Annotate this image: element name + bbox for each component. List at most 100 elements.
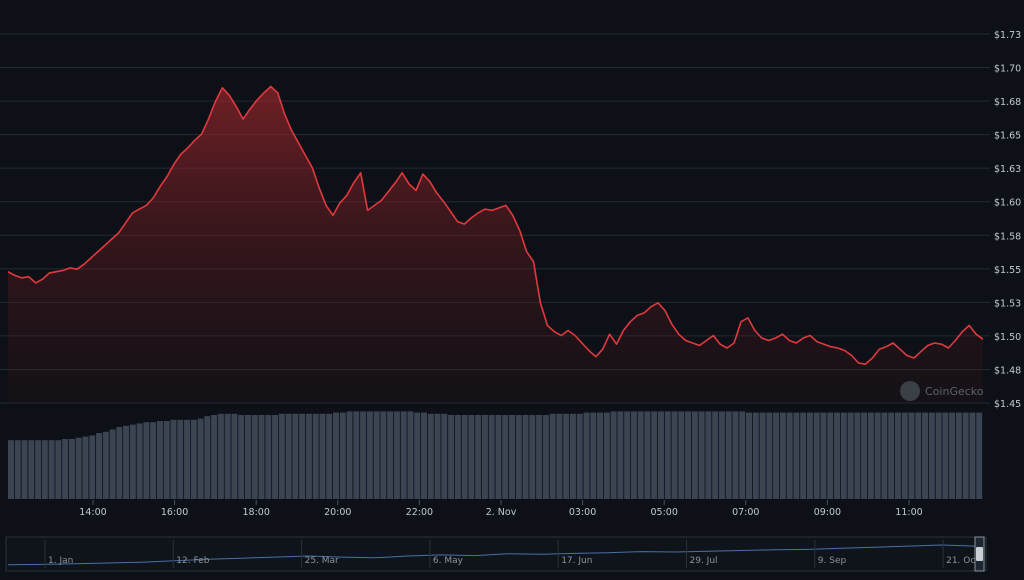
volume-bar (725, 411, 732, 499)
volume-bar (691, 411, 698, 499)
volume-bar (942, 412, 949, 499)
y-axis: $1.73 $1.70 $1.68 $1.65 $1.63 $1.60 $1.58 $1.55… (994, 30, 1021, 410)
volume-bar (488, 415, 495, 499)
volume-bar (163, 421, 170, 499)
volume-bar (569, 413, 576, 499)
volume-bar (712, 411, 719, 499)
volume-bar (353, 411, 360, 499)
volume-bar (637, 411, 644, 499)
volume-bar (231, 413, 238, 499)
volume-bar (251, 415, 258, 499)
volume-bar (150, 422, 157, 499)
volume-bar (448, 415, 455, 499)
y-tick-label: $1.48 (994, 365, 1021, 376)
volume-bar (949, 412, 956, 499)
price-area (7, 85, 984, 403)
volume-bar (393, 411, 400, 499)
volume-bar (272, 415, 279, 499)
navigator-handle[interactable] (976, 547, 983, 561)
volume-bar (732, 411, 739, 499)
volume-bar (610, 411, 617, 499)
volume-bar (752, 412, 759, 499)
volume-bar (779, 412, 786, 499)
y-tick-label: $1.58 (994, 231, 1021, 242)
volume-bar (116, 427, 123, 499)
volume-bar (387, 411, 394, 499)
volume-bar (123, 425, 130, 499)
volume-bar (549, 413, 556, 499)
y-tick-label: $1.55 (994, 265, 1021, 276)
volume-bar (305, 413, 312, 499)
volume-bar (773, 412, 780, 499)
volume-bar (969, 412, 976, 499)
volume-bar (265, 415, 272, 499)
x-tick-label: 2. Nov (486, 507, 517, 518)
volume-bar (915, 412, 922, 499)
volume-bar (955, 412, 962, 499)
coingecko-logo-icon (900, 381, 920, 401)
y-tick-label: $1.45 (994, 399, 1021, 410)
volume-bar (441, 413, 448, 499)
x-tick-label: 07:00 (732, 507, 759, 518)
volume-bar (278, 413, 285, 499)
navigator-label: 29. Jul (690, 556, 718, 566)
volume-bar (597, 412, 604, 499)
volume-bar (292, 413, 299, 499)
y-tick-label: $1.68 (994, 97, 1021, 108)
volume-bar (603, 412, 610, 499)
volume-bar (705, 411, 712, 499)
volume-bar (190, 419, 197, 499)
volume-bar (928, 412, 935, 499)
volume-bar (962, 412, 969, 499)
volume-bar (840, 412, 847, 499)
volume-bar (922, 412, 929, 499)
volume-bar (935, 412, 942, 499)
volume-bar (62, 439, 69, 499)
coingecko-watermark: CoinGecko (900, 381, 984, 401)
volume-bar (312, 413, 319, 499)
volume-bar (806, 412, 813, 499)
navigator-label: 1. Jan (48, 556, 73, 566)
volume-bar (800, 412, 807, 499)
volume-bar (434, 413, 441, 499)
volume-bar (563, 413, 570, 499)
volume-bar (495, 415, 502, 499)
volume-bar (333, 412, 339, 499)
volume-bar (867, 412, 874, 499)
navigator-line (7, 544, 976, 566)
watermark-text: CoinGecko (925, 385, 984, 398)
volume-bar (630, 411, 637, 499)
x-tick-label: 03:00 (569, 507, 596, 518)
navigator-label: 12. Feb (176, 556, 209, 566)
volume-bar (136, 423, 143, 499)
volume-bar (14, 440, 21, 499)
volume-bar (908, 412, 915, 499)
volume-bar (529, 415, 536, 499)
volume-bar (82, 436, 89, 499)
volume-bar (542, 415, 549, 499)
volume-bar (718, 411, 725, 499)
volume-bar (847, 412, 854, 499)
volume-bar (238, 415, 245, 499)
volume-bar (624, 411, 631, 499)
volume-bar (299, 413, 306, 499)
volume-bar (834, 412, 841, 499)
navigator-label: 17. Jun (561, 556, 592, 566)
volume-bar (184, 419, 191, 499)
y-tick-label: $1.65 (994, 131, 1021, 142)
navigator-label: 9. Sep (818, 556, 847, 566)
volume-bar (475, 415, 482, 499)
x-tick-label: 09:00 (814, 507, 841, 518)
volume-bar (509, 415, 516, 499)
volume-bar (211, 415, 218, 499)
navigator-label: 25. Mar (305, 556, 339, 566)
navigator-label: 21. Oct (946, 556, 979, 566)
y-tick-label: $1.60 (994, 198, 1021, 209)
volume-bar (468, 415, 475, 499)
y-tick-label: $1.73 (994, 30, 1021, 41)
volume-bar (854, 412, 861, 499)
navigator[interactable]: 1. Jan 12. Feb 25. Mar 6. May 17. Jun 29. Jul… (5, 536, 987, 572)
volume-bar (556, 413, 563, 499)
volume-bar (244, 415, 251, 499)
